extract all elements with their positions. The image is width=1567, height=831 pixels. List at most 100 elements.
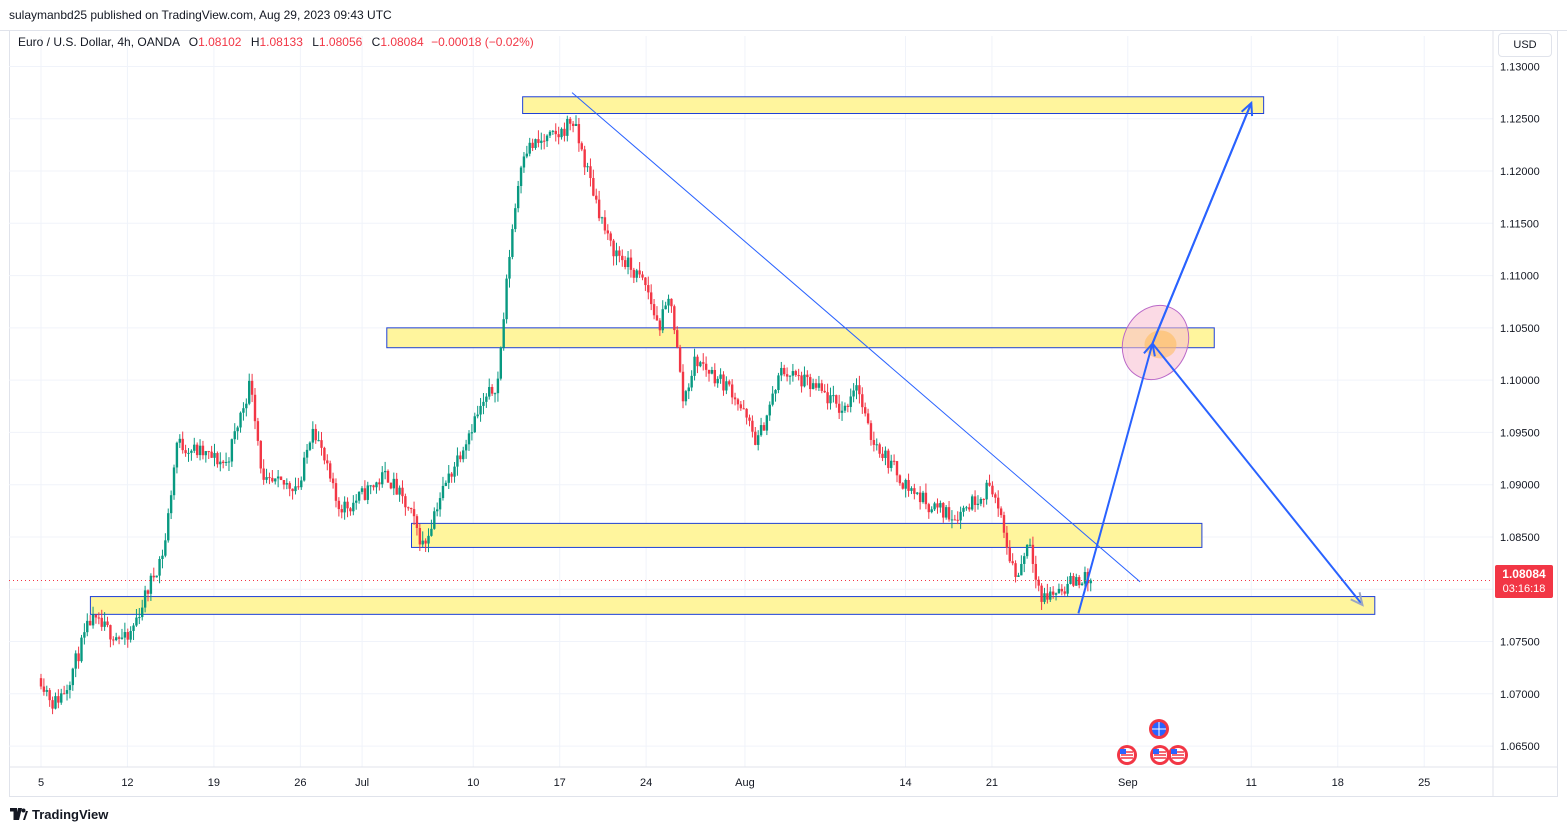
candle-body [884, 450, 887, 458]
x-tick-label: 10 [467, 777, 479, 789]
candle-body [652, 304, 656, 316]
candle-body [632, 269, 636, 278]
candle-body [1017, 575, 1020, 577]
tradingview-logo-icon [10, 808, 28, 820]
event-marker-us-flag-icon[interactable] [1150, 745, 1170, 765]
change-value: −0.00018 (−0.02%) [431, 35, 534, 49]
candle-body [274, 478, 277, 482]
candle-body [187, 452, 190, 454]
candle-body [542, 140, 546, 142]
x-tick-label: Jul [355, 777, 369, 789]
candle-body [181, 438, 184, 451]
candle-body [615, 250, 618, 257]
support-resistance-zone [522, 96, 1265, 115]
candle-body [155, 575, 158, 578]
candle-body [39, 678, 43, 687]
candle-body [759, 425, 763, 436]
candle-body [944, 507, 948, 518]
candle-body [242, 408, 245, 413]
event-layer[interactable] [1117, 719, 1188, 765]
candle-body [103, 621, 106, 627]
chart-frame [9, 30, 1558, 797]
x-tick-label: 11 [1246, 777, 1257, 789]
candle-body [398, 487, 401, 495]
event-marker-us-flag-icon[interactable] [1117, 745, 1137, 765]
candle-body [519, 167, 523, 186]
candle-body [1008, 547, 1011, 562]
candle-body [537, 139, 540, 143]
last-price-tag: 1.08084 03:16:18 [1495, 565, 1553, 598]
candle-body [687, 387, 690, 392]
candle-body [684, 391, 688, 402]
candle-body [265, 477, 268, 480]
candle-body [901, 483, 904, 489]
candle-body [1034, 563, 1038, 580]
candle-body [855, 385, 858, 391]
candle-body [138, 617, 141, 619]
axis-layer: 1.13000 1.12500 1.12000 1.11500 1.11000 1.105… [9, 30, 1558, 797]
drawing-layer [571, 92, 1364, 614]
candle-body [667, 298, 670, 306]
candle-body [1057, 588, 1061, 594]
candle-body [268, 477, 271, 479]
candle-body [702, 362, 705, 364]
candle-body [826, 392, 829, 404]
candle-body [1060, 588, 1064, 592]
candle-body [415, 516, 419, 528]
candle-body [453, 466, 456, 477]
candle-body [314, 428, 317, 441]
close-value: 1.08084 [380, 35, 424, 49]
candle-body [496, 378, 500, 394]
candle-body [248, 380, 251, 404]
candle-body [488, 387, 491, 397]
candle-body [736, 399, 740, 405]
candle-body [820, 383, 824, 391]
candle-body [213, 453, 216, 458]
candle-body [713, 369, 717, 384]
symbol-name[interactable]: Euro / U.S. Dollar, 4h, OANDA [18, 35, 180, 49]
candle-body [817, 383, 821, 388]
candle-body [751, 420, 754, 432]
candle-body [135, 617, 138, 626]
candle-body [1054, 593, 1058, 595]
candle-body [250, 380, 254, 395]
candle-body [1046, 593, 1049, 600]
candle-body [754, 431, 757, 445]
y-tick-label: 1.13000 [1500, 61, 1540, 73]
candle-body [334, 483, 338, 501]
candle-body [149, 575, 153, 594]
candle-body [505, 278, 508, 320]
candle-body [534, 139, 537, 148]
candle-body [814, 383, 818, 388]
event-marker-globe-icon[interactable] [1149, 719, 1169, 739]
candle-body [916, 492, 919, 494]
candle-body [1043, 593, 1046, 602]
support-resistance-zone [386, 327, 1215, 349]
y-tick-label: 1.09500 [1500, 427, 1540, 439]
candle-body [745, 408, 748, 418]
candle-body [982, 498, 985, 500]
x-tick-label: 5 [38, 777, 44, 789]
currency-selector[interactable]: USD [1498, 33, 1552, 57]
candle-body [54, 696, 57, 709]
low-value: 1.08056 [318, 35, 363, 49]
candle-body [169, 495, 173, 514]
candle-body [146, 590, 150, 594]
candle-body [233, 431, 236, 440]
candle-body [473, 416, 476, 433]
candle-body [375, 482, 378, 488]
candle-body [430, 528, 433, 536]
candle-body [1051, 591, 1055, 595]
candle-body [641, 274, 644, 278]
candle-body [476, 414, 479, 417]
candle-body [910, 488, 913, 491]
trendline [571, 92, 1141, 583]
candle-body [918, 492, 922, 503]
x-tick-label: 24 [640, 777, 652, 789]
grid-layer [9, 36, 1493, 767]
candle-body [447, 473, 450, 483]
zone-overlap-highlight [1144, 330, 1177, 359]
event-marker-us-flag-icon[interactable] [1168, 745, 1188, 765]
candle-body [204, 451, 208, 456]
